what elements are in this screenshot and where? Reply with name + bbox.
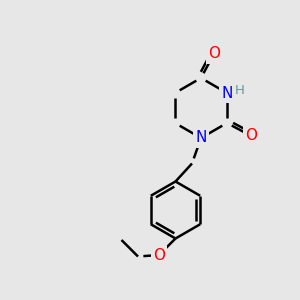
Text: H: H (235, 83, 244, 97)
Text: N: N (221, 85, 233, 100)
Text: N: N (195, 130, 207, 146)
Text: O: O (208, 46, 220, 62)
Text: O: O (245, 128, 257, 142)
Text: O: O (153, 248, 165, 262)
